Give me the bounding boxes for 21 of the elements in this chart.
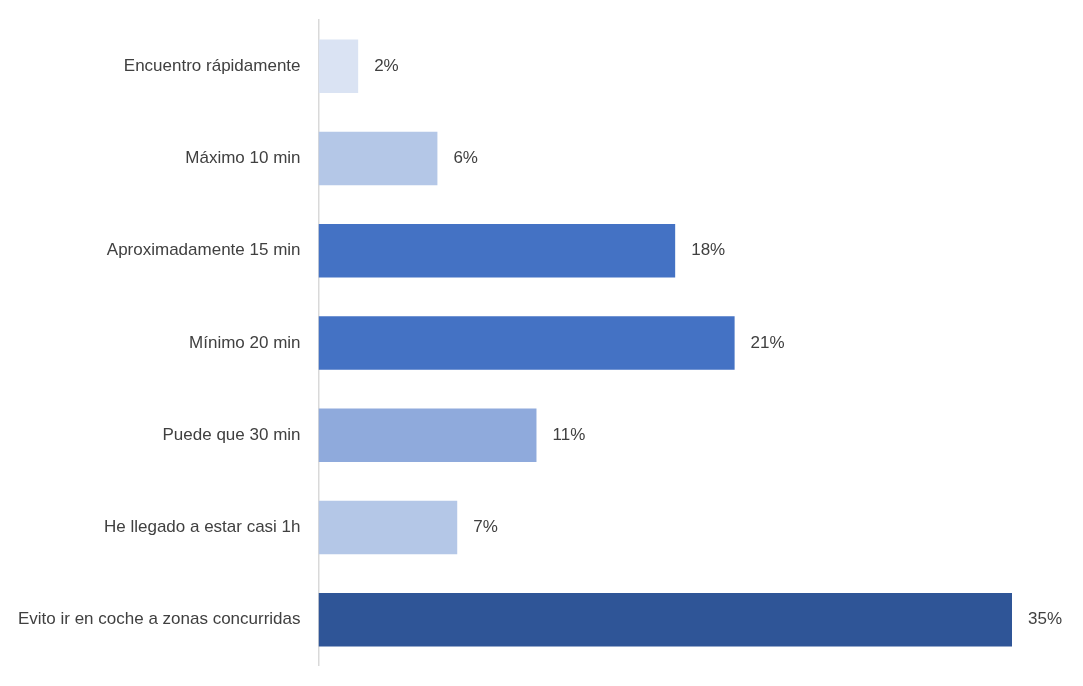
y-tick-label: Puede que 30 min	[162, 424, 301, 444]
data-label: 18%	[691, 240, 726, 260]
bar	[318, 224, 676, 278]
bar	[318, 39, 359, 94]
data-label: 11%	[552, 424, 586, 444]
bar	[318, 408, 537, 462]
data-label: 2%	[374, 56, 399, 75]
bar	[318, 500, 458, 555]
y-tick-label: Aproximadamente 15 min	[106, 240, 301, 260]
data-label: 35%	[1028, 609, 1063, 629]
data-label: 21%	[750, 332, 785, 352]
y-tick-label: Evito ir en coche a zonas concurridas	[17, 609, 301, 629]
bar	[318, 592, 1012, 647]
bar	[318, 316, 735, 370]
bar	[318, 131, 438, 186]
y-tick-label: He llegado a estar casi 1h	[103, 517, 301, 537]
data-label: 6%	[453, 148, 478, 168]
data-label: 7%	[473, 517, 498, 537]
y-tick-label: Máximo 10 min	[185, 148, 301, 168]
y-tick-label: Encuentro rápidamente	[123, 56, 301, 75]
y-tick-label: Mínimo 20 min	[189, 332, 301, 352]
